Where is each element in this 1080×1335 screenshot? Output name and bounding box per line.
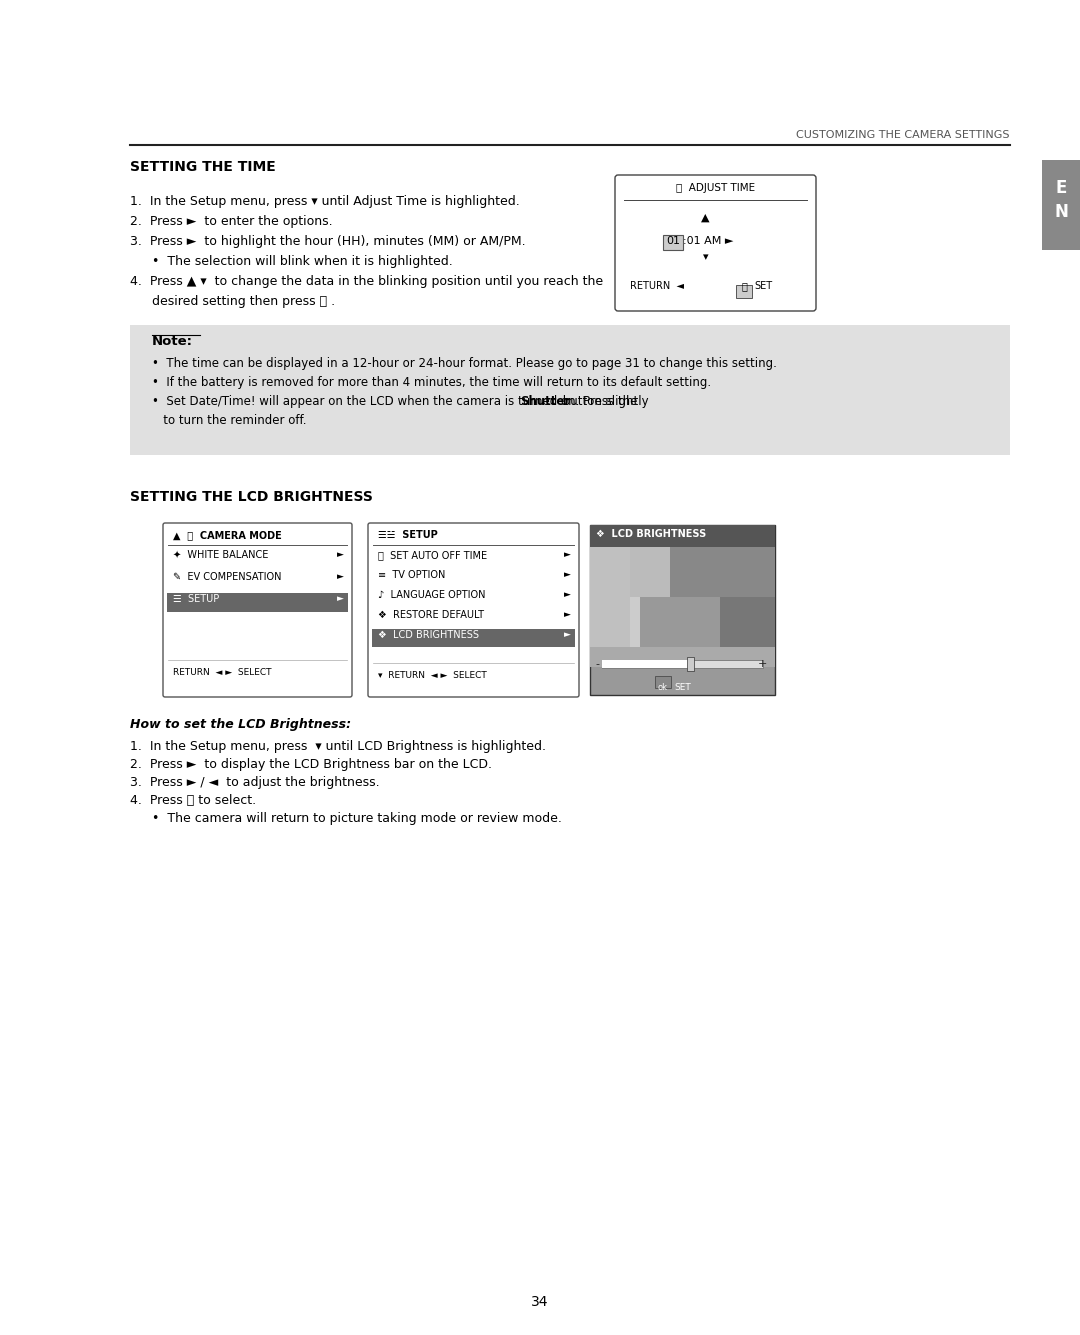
Text: ☰  SETUP: ☰ SETUP (173, 594, 219, 603)
Bar (590, 547, 775, 668)
Bar (687, 657, 694, 672)
Text: ⌚  ADJUST TIME: ⌚ ADJUST TIME (676, 183, 755, 194)
Bar (590, 597, 640, 647)
FancyBboxPatch shape (368, 523, 579, 697)
FancyBboxPatch shape (615, 175, 816, 311)
Text: SET: SET (754, 280, 772, 291)
Text: RETURN  ◄: RETURN ◄ (630, 280, 684, 291)
Text: ►: ► (564, 570, 570, 579)
Bar (590, 525, 775, 547)
Text: How to set the LCD Brightness:: How to set the LCD Brightness: (130, 718, 351, 732)
Text: ✦  WHITE BALANCE: ✦ WHITE BALANCE (173, 550, 268, 559)
Text: :01 AM ►: :01 AM ► (683, 236, 733, 246)
Text: •  The selection will blink when it is highlighted.: • The selection will blink when it is hi… (152, 255, 453, 268)
Text: 1.  In the Setup menu, press ▾ until Adjust Time is highlighted.: 1. In the Setup menu, press ▾ until Adju… (130, 195, 519, 208)
Bar (130, 324, 1010, 455)
Text: ►: ► (337, 550, 343, 559)
Bar (1042, 160, 1080, 250)
Text: ▾: ▾ (703, 252, 708, 262)
Text: ►: ► (337, 571, 343, 581)
Bar (167, 593, 348, 611)
Bar (372, 629, 575, 647)
Text: ♪  LANGUAGE OPTION: ♪ LANGUAGE OPTION (378, 590, 486, 599)
Text: Note:: Note: (152, 335, 193, 348)
Text: •  Set Date/Time! will appear on the LCD when the camera is turned on. Press the: • Set Date/Time! will appear on the LCD … (152, 395, 642, 409)
Text: Ⓢ: Ⓢ (741, 280, 747, 291)
Text: SETTING THE TIME: SETTING THE TIME (130, 160, 275, 174)
Bar (590, 525, 775, 696)
Text: ►: ► (564, 590, 570, 599)
Text: •  If the battery is removed for more than 4 minutes, the time will return to it: • If the battery is removed for more tha… (152, 376, 711, 388)
FancyBboxPatch shape (163, 523, 352, 697)
Text: •  The time can be displayed in a 12-hour or 24-hour format. Please go to page 3: • The time can be displayed in a 12-hour… (152, 356, 777, 370)
Text: ►: ► (564, 630, 570, 639)
Bar (735, 284, 752, 298)
Bar (654, 676, 671, 688)
Text: 4.  Press ▲ ▾  to change the data in the blinking position until you reach the: 4. Press ▲ ▾ to change the data in the b… (130, 275, 603, 288)
Bar (590, 547, 630, 647)
Text: +: + (758, 659, 767, 669)
Text: ❖  LCD BRIGHTNESS: ❖ LCD BRIGHTNESS (596, 529, 706, 539)
Text: button slightly: button slightly (558, 395, 648, 409)
Bar (663, 235, 683, 250)
Text: ☰☱  SETUP: ☰☱ SETUP (378, 530, 437, 539)
Text: 1.  In the Setup menu, press  ▾ until LCD Brightness is highlighted.: 1. In the Setup menu, press ▾ until LCD … (130, 740, 546, 753)
Text: SET: SET (674, 684, 691, 692)
Text: ►: ► (337, 594, 343, 603)
Text: ❖  LCD BRIGHTNESS: ❖ LCD BRIGHTNESS (378, 630, 480, 639)
Text: RETURN  ◄ ►  SELECT: RETURN ◄ ► SELECT (173, 668, 271, 677)
Text: CUSTOMIZING THE CAMERA SETTINGS: CUSTOMIZING THE CAMERA SETTINGS (797, 129, 1010, 140)
Text: SETTING THE LCD BRIGHTNESS: SETTING THE LCD BRIGHTNESS (130, 490, 373, 505)
Text: •  The camera will return to picture taking mode or review mode.: • The camera will return to picture taki… (152, 812, 562, 825)
Bar (590, 547, 670, 597)
Text: ❖  RESTORE DEFAULT: ❖ RESTORE DEFAULT (378, 610, 484, 619)
Bar (720, 597, 775, 647)
Text: 2.  Press ►  to enter the options.: 2. Press ► to enter the options. (130, 215, 333, 228)
Bar (602, 659, 690, 668)
Text: ►: ► (564, 610, 570, 619)
Text: 3.  Press ►  to highlight the hour (HH), minutes (MM) or AM/PM.: 3. Press ► to highlight the hour (HH), m… (130, 235, 526, 248)
Text: N: N (1054, 203, 1068, 222)
Text: Shutter: Shutter (521, 395, 571, 409)
Text: 3.  Press ► / ◄  to adjust the brightness.: 3. Press ► / ◄ to adjust the brightness. (130, 776, 380, 789)
Text: ▲  ⎙  CAMERA MODE: ▲ ⎙ CAMERA MODE (173, 530, 282, 539)
Text: 01: 01 (666, 236, 680, 246)
Bar (602, 659, 762, 668)
Text: 2.  Press ►  to display the LCD Brightness bar on the LCD.: 2. Press ► to display the LCD Brightness… (130, 758, 492, 772)
Text: 4.  Press ⒪ to select.: 4. Press ⒪ to select. (130, 794, 256, 806)
Text: ok: ok (658, 684, 669, 692)
Bar (640, 597, 720, 647)
Text: ▲: ▲ (701, 214, 710, 223)
Text: ►: ► (564, 550, 570, 559)
Text: -: - (595, 659, 599, 669)
Bar (670, 547, 775, 597)
Text: to turn the reminder off.: to turn the reminder off. (152, 414, 307, 427)
Text: ≡  TV OPTION: ≡ TV OPTION (378, 570, 445, 579)
Text: E: E (1055, 179, 1067, 198)
Text: desired setting then press ⒪ .: desired setting then press ⒪ . (152, 295, 335, 308)
Text: 34: 34 (531, 1295, 549, 1310)
Text: ⏲  SET AUTO OFF TIME: ⏲ SET AUTO OFF TIME (378, 550, 487, 559)
Text: ✎  EV COMPENSATION: ✎ EV COMPENSATION (173, 571, 282, 582)
Text: ▾  RETURN  ◄ ►  SELECT: ▾ RETURN ◄ ► SELECT (378, 672, 487, 680)
